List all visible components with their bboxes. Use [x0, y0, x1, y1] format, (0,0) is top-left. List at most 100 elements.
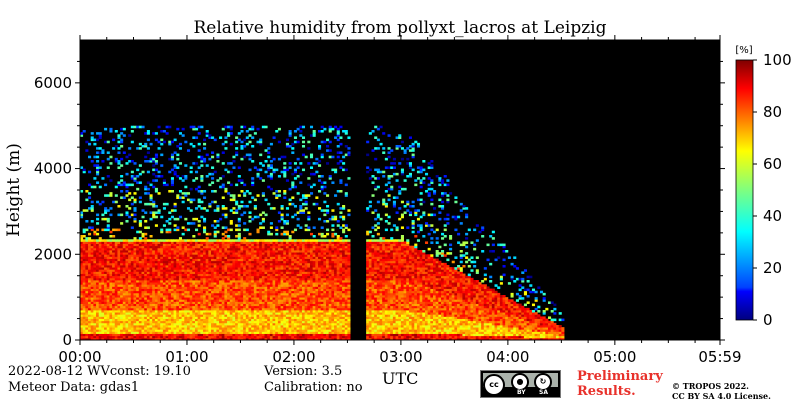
heatmap-cell	[240, 250, 244, 253]
heatmap-cell	[237, 194, 241, 197]
heatmap-cell	[106, 295, 110, 298]
heatmap-cell	[133, 162, 137, 165]
heatmap-cell	[136, 301, 140, 304]
heatmap-cell	[173, 292, 177, 296]
heatmap-cell	[248, 168, 252, 172]
heatmap-cell	[181, 286, 185, 289]
heatmap-cell	[141, 275, 145, 279]
heatmap-cell	[261, 254, 265, 257]
heatmap-cell	[125, 211, 129, 214]
heatmap-cell	[227, 282, 231, 285]
heatmap-cell	[229, 194, 233, 197]
heatmap-cell	[235, 247, 239, 251]
heatmap-cell	[165, 307, 169, 311]
heatmap-cell	[104, 271, 108, 274]
heatmap-cell	[283, 288, 287, 292]
heatmap-cell	[245, 337, 249, 341]
heatmap-cell	[304, 241, 308, 244]
heatmap-cell	[82, 316, 86, 319]
heatmap-cell	[98, 258, 102, 262]
heatmap-cell	[181, 275, 185, 279]
heatmap-cell	[291, 269, 295, 272]
heatmap-cell	[160, 297, 164, 300]
heatmap-cell	[248, 284, 252, 287]
heatmap-cell	[243, 307, 247, 311]
heatmap-cell	[192, 301, 196, 304]
heatmap-cell	[149, 157, 153, 161]
heatmap-cell	[211, 245, 215, 249]
heatmap-cell	[296, 211, 300, 214]
heatmap-cell	[288, 320, 292, 324]
heatmap-cell	[240, 325, 244, 328]
heatmap-cell	[301, 265, 306, 268]
heatmap-cell	[200, 262, 204, 266]
heatmap-cell	[272, 331, 276, 334]
heatmap-cell	[168, 254, 172, 257]
heatmap-cell	[152, 271, 156, 274]
heatmap-cell	[138, 288, 142, 292]
heatmap-cell	[165, 280, 169, 283]
heatmap-cell	[200, 192, 204, 195]
heatmap-cell	[227, 134, 231, 137]
heatmap-cell	[141, 273, 145, 277]
heatmap-cell	[160, 325, 164, 328]
heatmap-cell	[293, 320, 298, 324]
heatmap-cell	[240, 265, 244, 268]
heatmap-cell	[307, 301, 311, 304]
heatmap-cell	[197, 335, 201, 339]
heatmap-cell	[133, 316, 137, 319]
heatmap-cell	[229, 303, 233, 307]
heatmap-cell	[93, 239, 97, 242]
heatmap-cell	[154, 245, 158, 249]
heatmap-cell	[248, 252, 252, 255]
heatmap-cell	[253, 280, 257, 283]
heatmap-cell	[109, 329, 113, 332]
heatmap-cell	[285, 337, 289, 341]
heatmap-cell	[261, 301, 265, 304]
heatmap-cell	[192, 136, 196, 139]
heatmap-cell	[272, 243, 276, 247]
heatmap-cell	[211, 275, 215, 279]
heatmap-cell	[128, 267, 132, 270]
heatmap-cell	[160, 299, 164, 302]
heatmap-cell	[170, 271, 174, 274]
heatmap-cell	[101, 299, 105, 302]
heatmap-cell	[253, 337, 257, 341]
heatmap-cell	[120, 138, 124, 142]
heatmap-cell	[104, 284, 108, 287]
heatmap-cell	[96, 325, 100, 328]
heatmap-cell	[165, 320, 169, 324]
heatmap-cell	[283, 284, 287, 287]
heatmap-cell	[82, 329, 86, 332]
heatmap-cell	[192, 239, 196, 242]
heatmap-cell	[178, 254, 183, 257]
heatmap-cell	[160, 329, 164, 332]
heatmap-cell	[117, 282, 121, 285]
heatmap-cell	[197, 155, 201, 159]
heatmap-cell	[307, 333, 311, 337]
heatmap-cell	[106, 256, 110, 259]
heatmap-cell	[256, 262, 260, 266]
heatmap-cell	[136, 320, 140, 324]
heatmap-cell	[275, 275, 279, 279]
heatmap-cell	[240, 322, 244, 326]
heatmap-cell	[277, 175, 281, 178]
heatmap-cell	[285, 325, 289, 328]
heatmap-cell	[280, 241, 284, 244]
heatmap-cell	[296, 277, 300, 281]
heatmap-cell	[299, 301, 303, 304]
heatmap-cell	[232, 297, 236, 300]
heatmap-cell	[301, 307, 306, 311]
heatmap-cell	[309, 333, 314, 337]
heatmap-cell	[168, 292, 172, 296]
heatmap-cell	[90, 269, 94, 272]
heatmap-cell	[189, 247, 193, 251]
heatmap-cell	[149, 318, 153, 322]
heatmap-cell	[133, 247, 137, 251]
heatmap-cell	[114, 271, 118, 274]
heatmap-cell	[106, 333, 110, 337]
heatmap-cell	[275, 310, 279, 313]
heatmap-cell	[253, 267, 257, 270]
heatmap-cell	[93, 280, 97, 283]
heatmap-cell	[98, 269, 102, 272]
